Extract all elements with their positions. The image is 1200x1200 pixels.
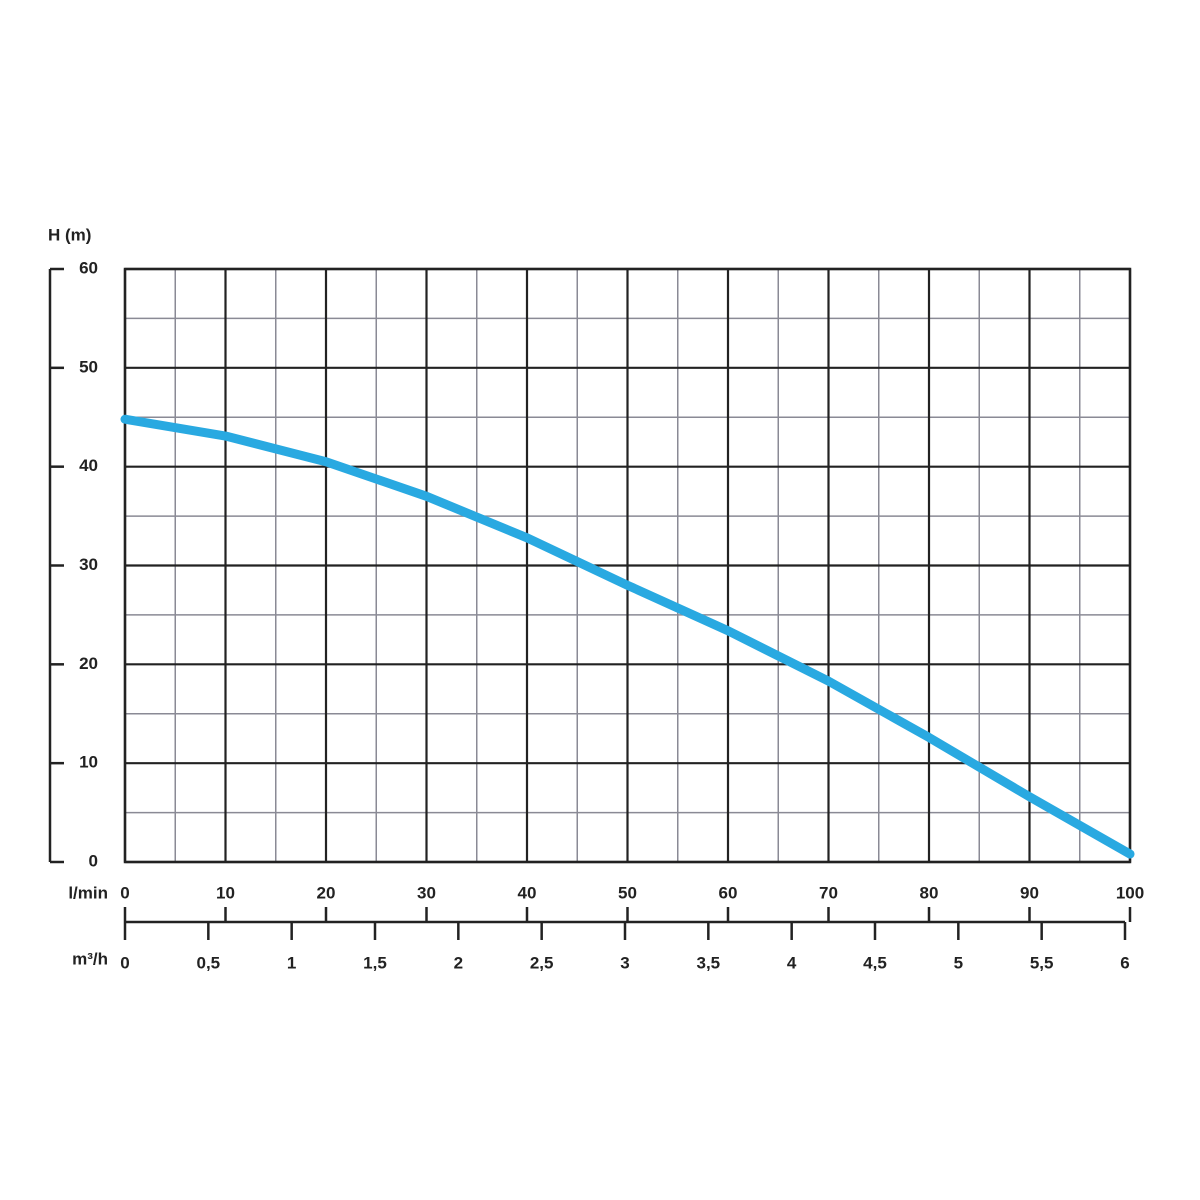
x-tick-label: 0 (120, 883, 129, 902)
y-tick-label: 30 (79, 555, 98, 574)
x2-tick-label: 2,5 (530, 953, 554, 972)
x-tick-label: 30 (417, 883, 436, 902)
x2-tick-label: 3,5 (697, 953, 721, 972)
x-tick-label: 50 (618, 883, 637, 902)
x2-tick-label: 0,5 (197, 953, 221, 972)
x2-tick-label: 2 (454, 953, 463, 972)
x-axis-label: l/min (68, 883, 108, 902)
x-tick-label: 100 (1116, 883, 1144, 902)
x-tick-label: 60 (719, 883, 738, 902)
x2-tick-label: 5 (954, 953, 963, 972)
x2-tick-label: 4,5 (863, 953, 887, 972)
plot-border (123, 267, 1132, 864)
x2-axis-label: m³/h (72, 949, 108, 968)
y-axis-label: H (m) (48, 225, 91, 244)
y-tick-label: 60 (79, 258, 98, 277)
y-tick-label: 0 (89, 851, 98, 870)
y-tick-label: 20 (79, 654, 98, 673)
x2-tick-label: 0 (120, 953, 129, 972)
x2-tick-label: 3 (620, 953, 629, 972)
y-tick-label: 10 (79, 753, 98, 772)
y-tick-label: 50 (79, 357, 98, 376)
x2-tick-label: 1 (287, 953, 296, 972)
curve (120, 414, 1135, 859)
x-tick-label: 70 (819, 883, 838, 902)
y-tick-label: 40 (79, 456, 98, 475)
x2-tick-label: 4 (787, 953, 797, 972)
x-tick-label: 20 (317, 883, 336, 902)
x-tick-label: 10 (216, 883, 235, 902)
x-tick-label: 90 (1020, 883, 1039, 902)
x2-tick-label: 6 (1120, 953, 1129, 972)
x-tick-label: 40 (518, 883, 537, 902)
x2-tick-label: 5,5 (1030, 953, 1054, 972)
x2-tick-label: 1,5 (363, 953, 387, 972)
x-tick-label: 80 (920, 883, 939, 902)
